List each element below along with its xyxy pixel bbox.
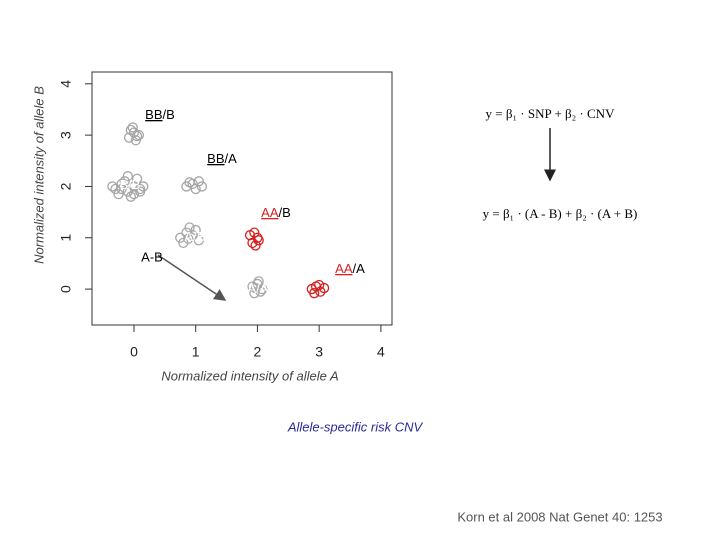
point (116, 183, 127, 195)
point (193, 235, 204, 246)
point (314, 279, 325, 291)
point (184, 177, 195, 188)
cluster-label: BB/A (207, 151, 237, 166)
label-part: AA (335, 261, 353, 276)
point (253, 276, 264, 287)
cluster-label: AA/B (261, 205, 291, 220)
point (113, 188, 124, 200)
point (125, 124, 137, 136)
y-tick-label: 4 (58, 80, 74, 88)
point (309, 288, 320, 299)
label-part: /A (353, 261, 366, 276)
equation: y = β₁ · (A - B) + β₂ · (A + B) (483, 206, 638, 221)
x-tick-label: 1 (192, 344, 200, 360)
point (127, 122, 138, 133)
label-part: A/B (185, 229, 206, 244)
cluster-label: B/B (120, 177, 141, 192)
arrow (157, 254, 227, 301)
point (183, 233, 194, 244)
point (250, 282, 261, 294)
point (107, 181, 118, 192)
point (138, 181, 149, 192)
label-part: A/A (248, 281, 269, 296)
label-part: BB (207, 151, 224, 166)
cluster-label: A/B (185, 229, 206, 244)
label-part: BB (145, 107, 162, 122)
equation: y = β₁ · SNP + β₂ · CNV (486, 106, 616, 121)
point (122, 171, 133, 182)
arrow-label: A-B (141, 249, 163, 264)
point (315, 286, 326, 297)
point (181, 227, 192, 238)
point (128, 188, 140, 200)
y-tick-label: 0 (58, 285, 74, 293)
x-tick-label: 0 (130, 344, 138, 360)
point (184, 222, 195, 233)
caption: Allele-specific risk CNV (287, 419, 424, 434)
label-part: AA (261, 205, 279, 220)
label-part: /A (225, 151, 238, 166)
point (190, 224, 201, 236)
y-tick-label: 1 (58, 234, 74, 242)
x-tick-label: 3 (315, 344, 323, 360)
point (196, 181, 208, 192)
point (131, 173, 143, 184)
cluster-label: BB/B (145, 107, 175, 122)
point (125, 191, 137, 202)
point (250, 240, 261, 251)
point (252, 232, 263, 243)
x-tick-label: 4 (377, 344, 385, 360)
cluster-label: AA/A (335, 261, 365, 276)
point (116, 178, 127, 190)
point (110, 183, 121, 195)
point (249, 288, 260, 299)
point (128, 127, 140, 138)
point (130, 135, 141, 146)
citation: Korn et al 2008 Nat Genet 40: 1253 (457, 509, 662, 524)
cluster-label: A/A (248, 281, 269, 296)
point (133, 129, 145, 141)
y-axis-label: Normalized intensity of allele B (31, 86, 46, 264)
point (122, 186, 133, 197)
point (134, 183, 146, 195)
label-part: /B (279, 205, 291, 220)
point (134, 186, 146, 197)
point (131, 130, 143, 142)
x-axis-label: Normalized intensity of allele A (161, 368, 338, 383)
point (249, 227, 260, 238)
plot-frame (91, 71, 393, 326)
point (175, 232, 186, 243)
x-tick-label: 2 (254, 344, 262, 360)
y-tick-label: 3 (58, 131, 74, 139)
y-tick-label: 2 (58, 182, 74, 190)
point (190, 183, 201, 195)
label-part: /B (163, 107, 175, 122)
label-part: B/B (120, 177, 141, 192)
